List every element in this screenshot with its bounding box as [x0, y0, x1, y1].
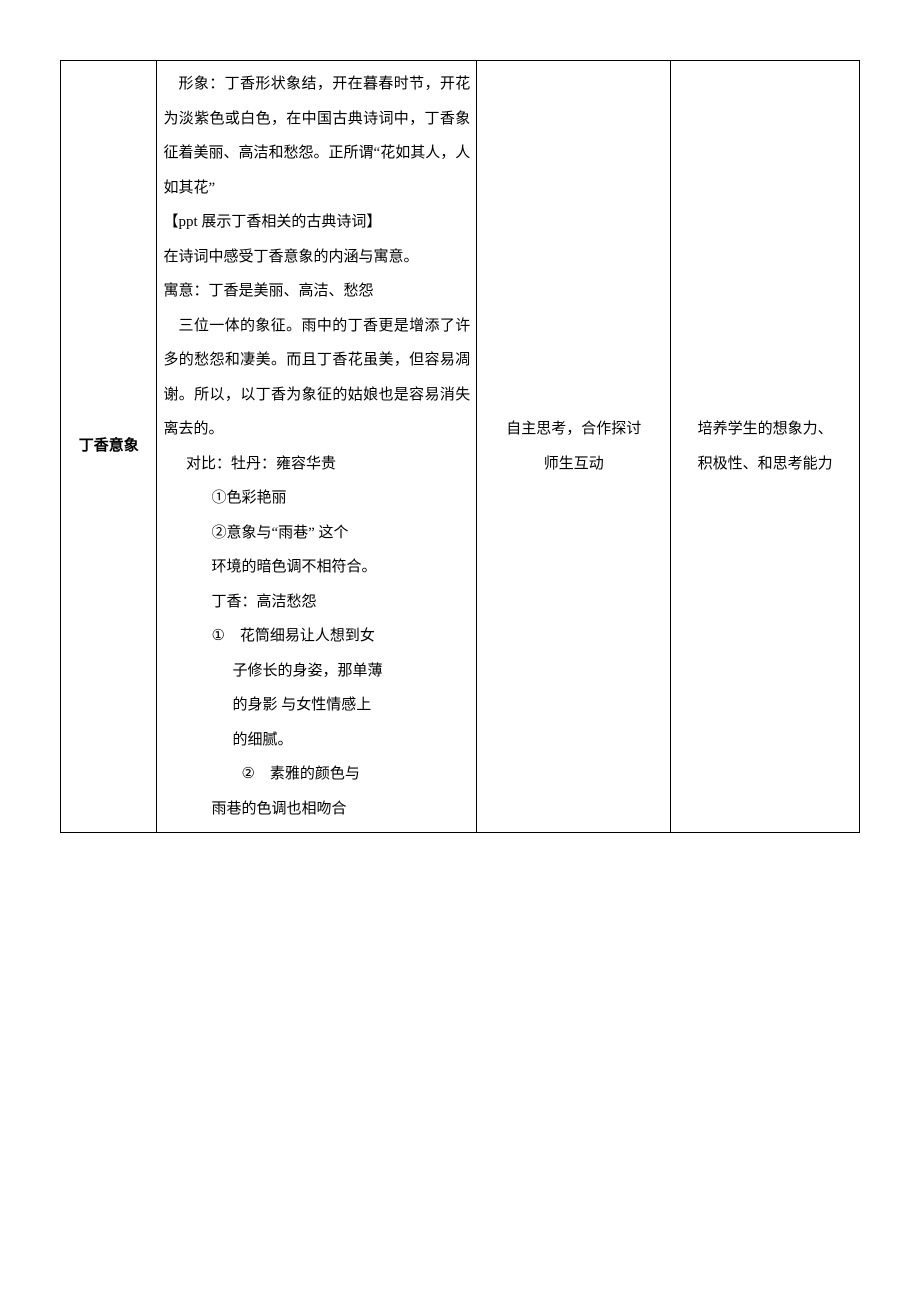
method-cell: 自主思考，合作探讨 师生互动: [477, 61, 671, 833]
lilac-point-2b: 雨巷的色调也相吻合: [211, 792, 470, 827]
content-p2: 【ppt 展示丁香相关的古典诗词】: [163, 205, 470, 240]
compare-label: 对比：牡丹：雍容华贵: [186, 447, 470, 482]
content-p5: 三位一体的象征。雨中的丁香更是增添了许多的愁怨和凄美。而且丁香花虽美，但容易凋谢…: [163, 309, 470, 447]
lilac-point-1c: 的身影 与女性情感上: [232, 688, 470, 723]
peony-point-1: ①色彩艳丽: [211, 481, 470, 516]
goal-cell: 培养学生的想象力、 积极性、和思考能力: [671, 61, 860, 833]
peony-point-2: ②意象与“雨巷” 这个: [211, 516, 470, 551]
content-p4: 寓意：丁香是美丽、高洁、愁怨: [163, 274, 470, 309]
lilac-point-1d: 的细腻。: [232, 723, 470, 758]
circled-num-1: ①: [211, 627, 224, 644]
lilac-point-2: ② 素雅的颜色与: [241, 757, 470, 792]
content-p1: 形象：丁香形状象结，开在暮春时节，开花为淡紫色或白色，在中国古典诗词中，丁香象征…: [163, 67, 470, 205]
circled-num-2: ②: [241, 765, 254, 782]
content-cell: 形象：丁香形状象结，开在暮春时节，开花为淡紫色或白色，在中国古典诗词中，丁香象征…: [157, 61, 477, 833]
method-line-1: 自主思考，合作探讨: [485, 412, 662, 447]
topic-label: 丁香意象: [79, 438, 139, 454]
lilac-label: 丁香：高洁愁怨: [211, 585, 470, 620]
lesson-plan-table: 丁香意象 形象：丁香形状象结，开在暮春时节，开花为淡紫色或白色，在中国古典诗词中…: [60, 60, 860, 833]
method-line-2: 师生互动: [485, 447, 662, 482]
topic-cell: 丁香意象: [61, 61, 157, 833]
goal-line-2: 积极性、和思考能力: [679, 447, 851, 482]
lilac-point-1: ① 花筒细易让人想到女: [211, 619, 470, 654]
goal-line-1: 培养学生的想象力、: [679, 412, 851, 447]
content-p3: 在诗词中感受丁香意象的内涵与寓意。: [163, 240, 470, 275]
lilac-point-1b: 子修长的身姿，那单薄: [232, 654, 470, 689]
table-row: 丁香意象 形象：丁香形状象结，开在暮春时节，开花为淡紫色或白色，在中国古典诗词中…: [61, 61, 860, 833]
peony-point-2b: 环境的暗色调不相符合。: [211, 550, 470, 585]
